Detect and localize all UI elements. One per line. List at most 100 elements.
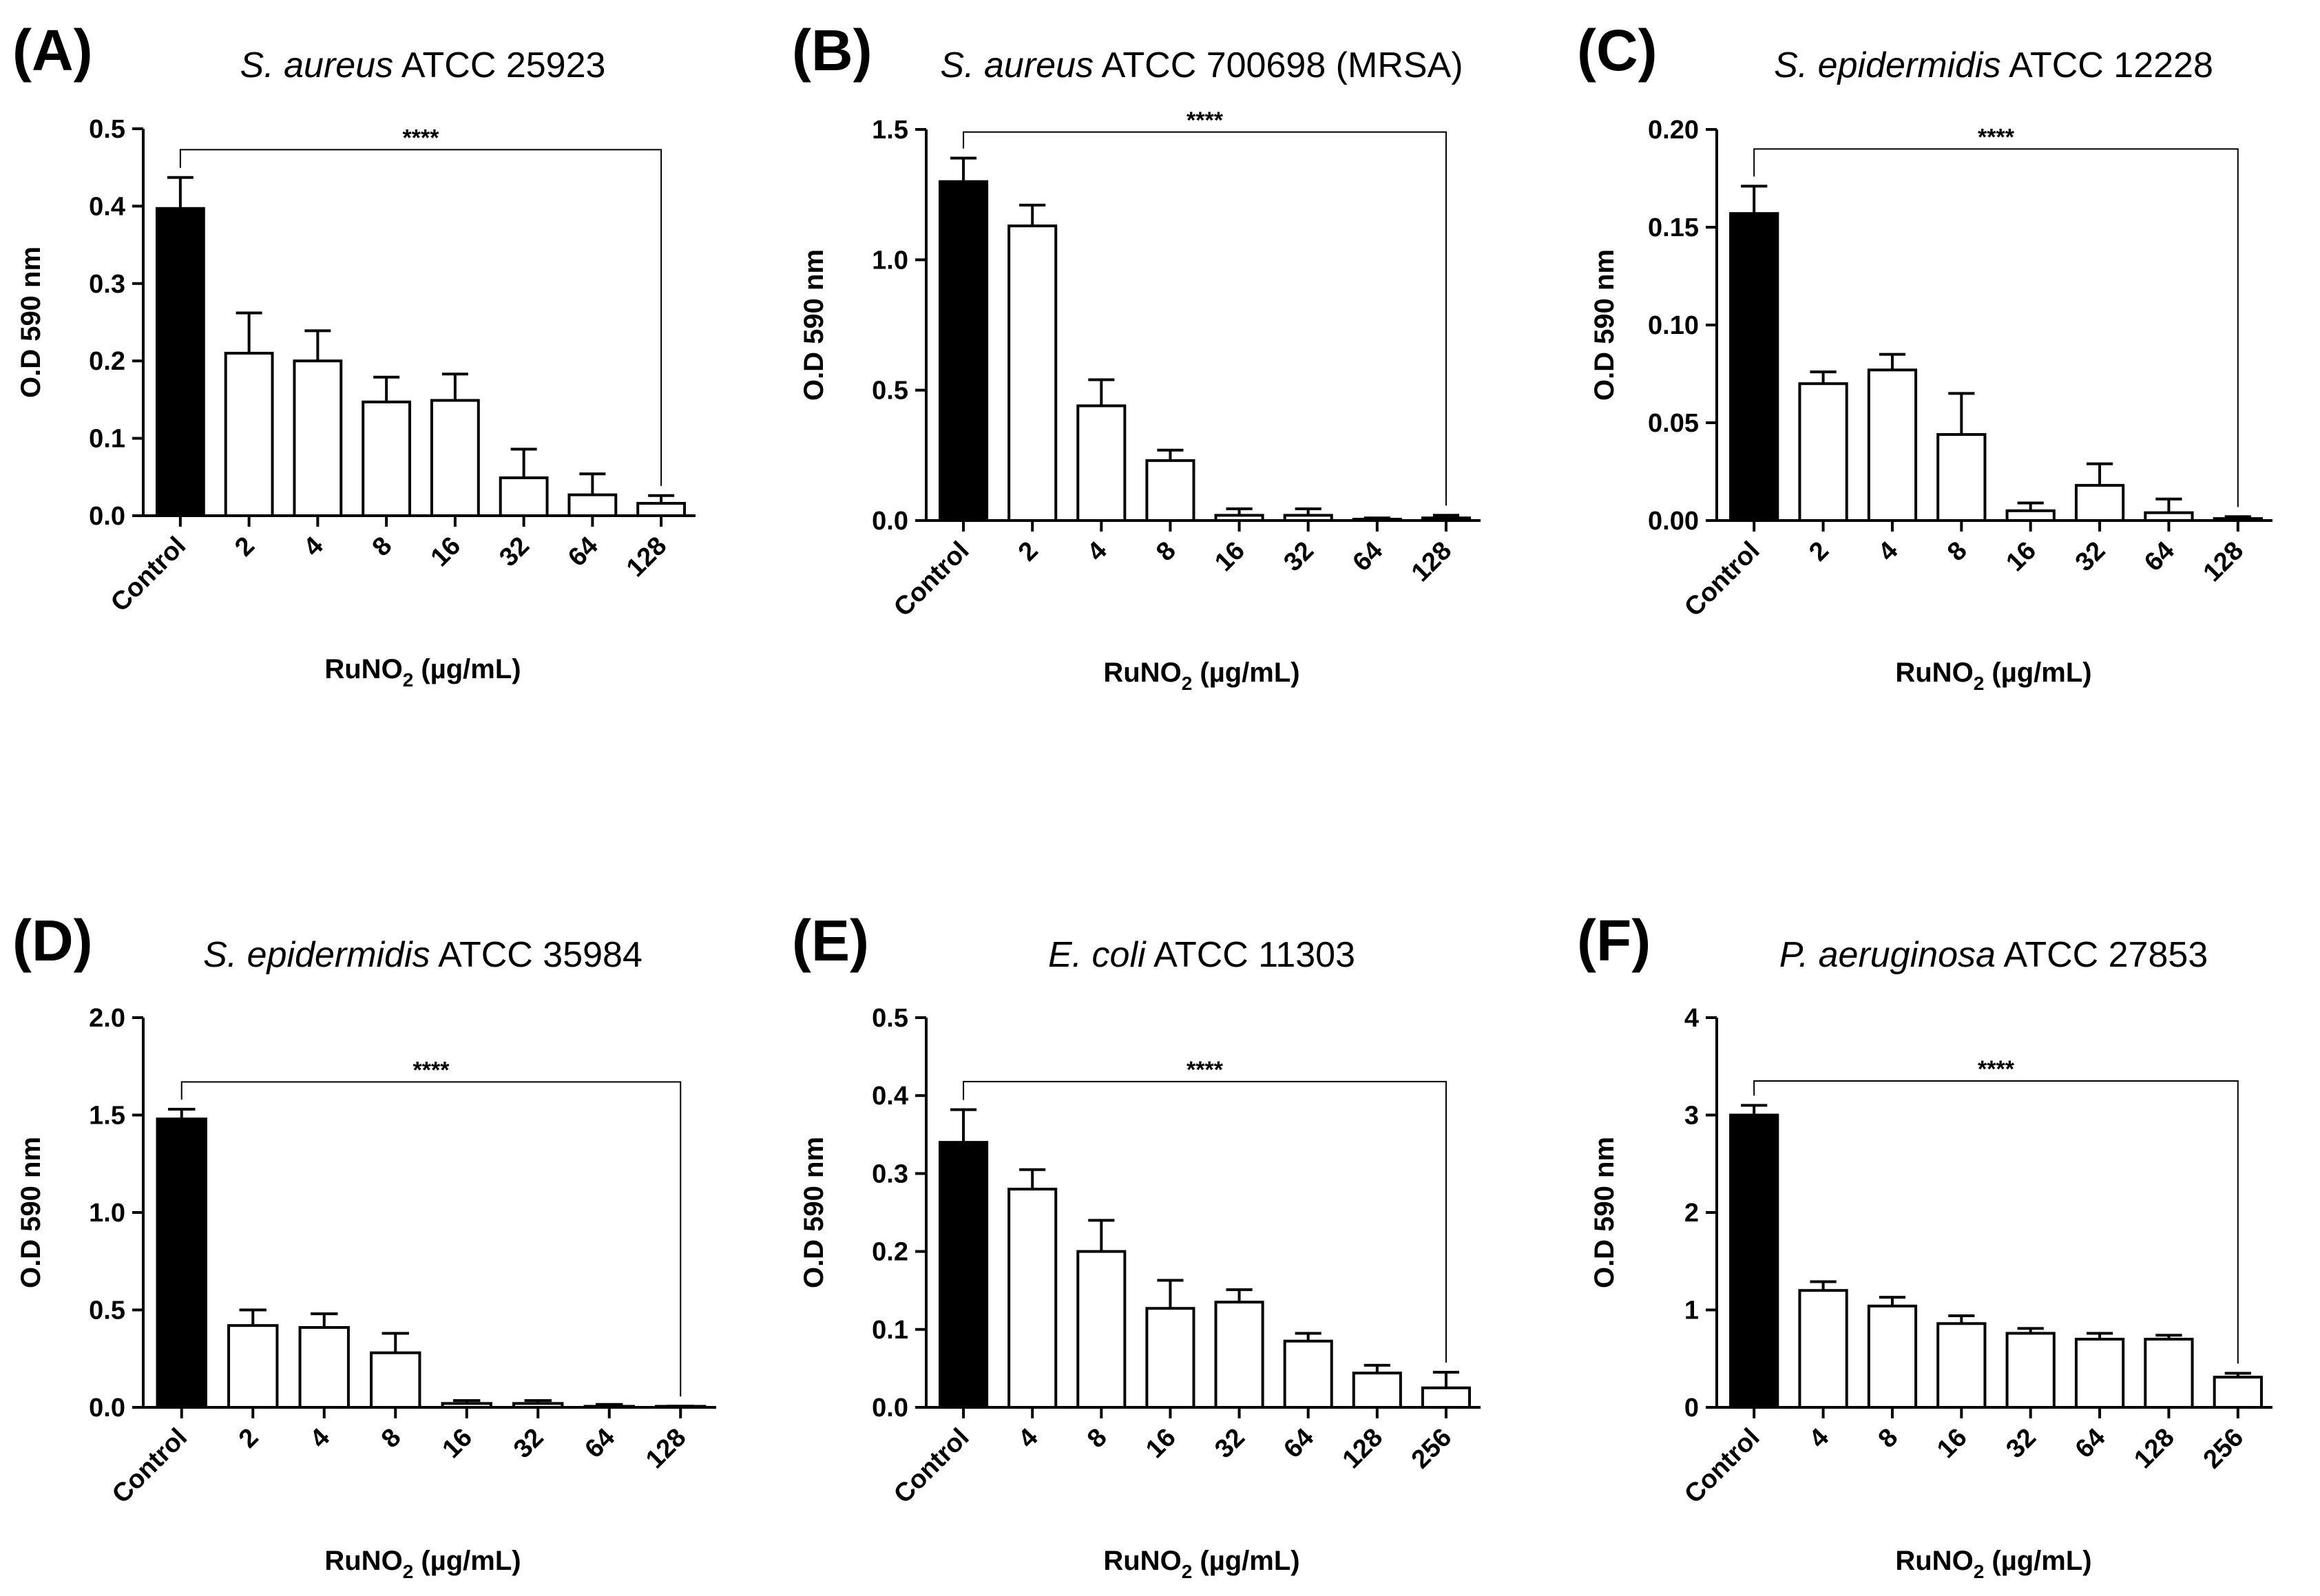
- bar-2: [1798, 382, 1848, 523]
- title-strain: ATCC 11303: [1146, 935, 1355, 975]
- bar-2: [1007, 224, 1058, 522]
- y-tick-label: 0: [1684, 1394, 1699, 1422]
- x-tick-label: Control: [888, 536, 974, 622]
- x-axis-title-unit: (µg/mL): [413, 1546, 521, 1576]
- x-axis-title-unit: (µg/mL): [1984, 658, 2091, 688]
- x-tick-label: 64: [2070, 1423, 2111, 1464]
- panel-title: P. aeruginosa ATCC 27853: [1779, 935, 2208, 975]
- x-axis-title-main: RuNO: [1895, 1546, 1973, 1576]
- x-tick-label: 32: [494, 532, 535, 573]
- bar-256: [2213, 1376, 2263, 1409]
- bar-128: [636, 502, 687, 517]
- bar-8: [1867, 1304, 1918, 1409]
- x-tick-label: 16: [437, 1423, 479, 1464]
- x-tick-label: 128: [1406, 536, 1458, 588]
- bar-control: [156, 1117, 207, 1409]
- panel-title: S. aureus ATCC 25923: [240, 45, 606, 85]
- y-tick-label: 0.3: [89, 270, 125, 299]
- panel-label: (E): [792, 908, 869, 973]
- chart-panel-b: (B) S. aureus ATCC 700698 (MRSA) 0.0 0.5 1.0…: [792, 18, 1481, 694]
- bar-128: [2144, 1337, 2194, 1409]
- x-tick-label: 64: [1278, 1423, 1319, 1464]
- bar-4: [298, 1325, 350, 1409]
- bar-4: [293, 359, 343, 518]
- x-axis-title-unit: (µg/mL): [413, 654, 521, 684]
- x-axis-title-sub: 2: [403, 1561, 414, 1582]
- x-axis-title: RuNO2 (µg/mL): [1895, 1546, 2091, 1582]
- bar-4: [1867, 368, 1918, 522]
- bar-32: [2074, 483, 2125, 523]
- significance-label: ****: [413, 1057, 450, 1083]
- x-axis-title-unit: (µg/mL): [1192, 1546, 1299, 1576]
- bar-8: [1076, 1250, 1127, 1409]
- x-tick-label: 8: [367, 532, 398, 563]
- x-tick-label: 2: [229, 532, 260, 563]
- x-axis-title: RuNO2 (µg/mL): [1103, 1546, 1299, 1582]
- y-tick-label: 0.0: [872, 507, 908, 536]
- x-axis-title-sub: 2: [403, 669, 414, 691]
- panel-label: (D): [12, 908, 93, 973]
- significance-label: ****: [403, 125, 440, 151]
- x-tick-label: 32: [2070, 536, 2111, 578]
- bar-64: [1352, 518, 1402, 523]
- significance-bracket: [963, 1080, 1447, 1363]
- y-tick-label: 0.3: [872, 1159, 908, 1188]
- y-tick-label: 0.5: [89, 115, 125, 144]
- significance-bracket: [179, 149, 662, 486]
- x-tick-label: 4: [1873, 536, 1904, 567]
- x-axis-title-main: RuNO: [1895, 658, 1973, 688]
- y-tick-label: 0.0: [872, 1394, 908, 1422]
- bar-64: [2144, 511, 2194, 523]
- x-tick-label: 2: [1013, 536, 1044, 567]
- significance-bracket: [963, 131, 1447, 506]
- title-strain: ATCC 25923: [393, 45, 605, 85]
- panel-title: S. epidermidis ATCC 12228: [1774, 45, 2213, 85]
- significance-bracket: [1753, 1080, 2239, 1364]
- bar-16: [1145, 1307, 1195, 1409]
- bar-control: [1729, 1113, 1779, 1409]
- x-tick-label: 128: [2129, 1423, 2180, 1475]
- x-tick-label: Control: [107, 1423, 193, 1509]
- x-tick-label: 8: [1873, 1423, 1904, 1454]
- title-strain: ATCC 35984: [430, 935, 642, 975]
- significance-label: ****: [1978, 124, 2015, 150]
- y-tick-label: 0.05: [1648, 409, 1699, 438]
- x-tick-label: 32: [2000, 1423, 2042, 1464]
- x-tick-label: 16: [2000, 536, 2042, 578]
- y-tick-label: 1.0: [89, 1199, 125, 1228]
- x-tick-label: 256: [1406, 1423, 1458, 1475]
- bar-control: [1729, 212, 1779, 522]
- x-tick-label: 64: [580, 1423, 621, 1464]
- bar-32: [1214, 1301, 1264, 1409]
- x-tick-label: 4: [1804, 1423, 1835, 1454]
- significance-bracket: [1753, 148, 2239, 507]
- title-strain: ATCC 12228: [2001, 45, 2213, 85]
- x-tick-label: 64: [563, 532, 604, 573]
- y-tick-label: 0.1: [89, 425, 125, 454]
- significance-label: ****: [1187, 107, 1224, 134]
- chart-panel-d: (D) S. epidermidis ATCC 35984 0.0 0.5 1.0 1.5…: [12, 908, 716, 1582]
- x-tick-label: 4: [304, 1423, 335, 1454]
- title-strain: ATCC 27853: [1996, 935, 2208, 975]
- y-tick-label: 0.15: [1648, 213, 1699, 242]
- panel-label: (F): [1577, 908, 1651, 973]
- x-tick-label: 32: [508, 1423, 550, 1464]
- x-tick-label: 16: [1209, 536, 1251, 578]
- significance-bracket: [180, 1081, 682, 1397]
- panel-title: S. epidermidis ATCC 35984: [203, 935, 642, 975]
- y-axis-title: O.D 590 nm: [799, 249, 829, 401]
- y-tick-label: 0.5: [89, 1296, 125, 1325]
- y-axis-title: O.D 590 nm: [16, 1137, 46, 1288]
- y-tick-label: 1: [1684, 1296, 1699, 1325]
- bar-16: [1214, 514, 1264, 523]
- chart-panel-a: (A) S. aureus ATCC 25923 0.0 0.1 0.2 0.3 0.4 0.…: [12, 18, 696, 691]
- title-species: E. coli: [1048, 935, 1147, 975]
- panel-label: (B): [792, 18, 872, 83]
- x-tick-label: 128: [2198, 536, 2250, 588]
- significance-label: ****: [1187, 1057, 1224, 1083]
- y-tick-label: 0.5: [872, 1004, 908, 1033]
- x-axis-title: RuNO2 (µg/mL): [324, 654, 521, 691]
- bar-32: [1283, 514, 1333, 523]
- x-axis-title-sub: 2: [1974, 1561, 1985, 1582]
- bar-4: [1798, 1289, 1848, 1409]
